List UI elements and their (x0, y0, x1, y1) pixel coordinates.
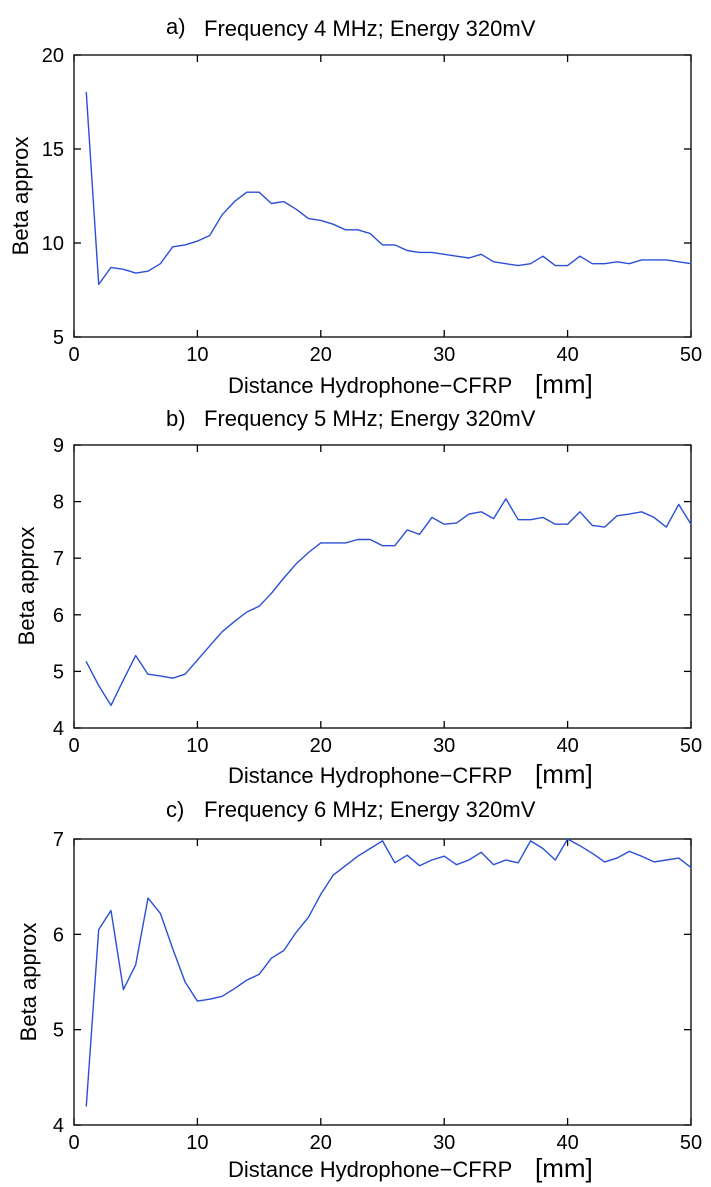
chart-title: Frequency 5 MHz; Energy 320mV (204, 406, 536, 431)
x-tick-label: 30 (433, 735, 455, 757)
x-tick-label: 50 (680, 735, 702, 757)
chart-title-prefix: b) (166, 406, 186, 431)
series-line-0 (85, 498, 692, 707)
x-tick-label: 0 (68, 735, 79, 757)
y-tick-label: 4 (53, 718, 64, 740)
plot-frame (73, 54, 692, 338)
series-line-0 (85, 91, 692, 286)
chart-panel-b: b) Frequency 5 MHz; Energy 320mV Beta ap… (14, 406, 702, 789)
chart-title-prefix: a) (166, 14, 186, 39)
x-axis-label: Distance Hydrophone−CFRP (228, 373, 512, 398)
y-tick-label: 20 (42, 45, 64, 67)
x-tick-label: 40 (556, 735, 578, 757)
x-tick-label: 10 (186, 1132, 208, 1154)
y-axis-label: Beta approx (8, 137, 33, 256)
y-tick-label: 6 (53, 924, 64, 946)
y-tick-label: 7 (53, 548, 64, 570)
chart-panel-c: c) Frequency 6 MHz; Energy 320mV Beta ap… (16, 797, 702, 1183)
x-axis-unit: [mm] (535, 369, 593, 399)
x-axis-label: Distance Hydrophone−CFRP (228, 1157, 512, 1182)
y-tick-label: 7 (53, 829, 64, 851)
y-tick-label: 5 (53, 1020, 64, 1042)
x-axis-unit: [mm] (535, 1153, 593, 1183)
x-axis-label: Distance Hydrophone−CFRP (228, 763, 512, 788)
x-tick-label: 40 (556, 1132, 578, 1154)
y-tick-label: 10 (42, 233, 64, 255)
y-tick-label: 5 (53, 661, 64, 683)
y-tick-label: 5 (53, 327, 64, 349)
chart-title-prefix: c) (166, 797, 184, 822)
y-tick-label: 15 (42, 139, 64, 161)
x-tick-label: 10 (186, 344, 208, 366)
y-tick-label: 9 (53, 435, 64, 457)
plot-frame (73, 838, 692, 1126)
chart-title: Frequency 4 MHz; Energy 320mV (204, 16, 536, 41)
x-tick-label: 20 (310, 735, 332, 757)
y-tick-label: 6 (53, 605, 64, 627)
y-axis-label: Beta approx (16, 923, 41, 1042)
chart-panel-a: a) Frequency 4 MHz; Energy 320mV Beta ap… (8, 14, 702, 399)
x-tick-label: 30 (433, 344, 455, 366)
x-axis-unit: [mm] (535, 759, 593, 789)
x-tick-label: 50 (680, 1132, 702, 1154)
x-tick-label: 40 (556, 344, 578, 366)
x-tick-label: 0 (68, 1132, 79, 1154)
chart-title: Frequency 6 MHz; Energy 320mV (204, 797, 536, 822)
y-tick-label: 4 (53, 1115, 64, 1137)
x-tick-label: 10 (186, 735, 208, 757)
x-tick-label: 20 (310, 1132, 332, 1154)
x-tick-label: 0 (68, 344, 79, 366)
x-tick-label: 50 (680, 344, 702, 366)
y-axis-label: Beta approx (14, 527, 39, 646)
x-tick-label: 30 (433, 1132, 455, 1154)
x-tick-label: 20 (310, 344, 332, 366)
series-line-0 (85, 838, 692, 1107)
plot-frame (73, 444, 692, 729)
y-tick-label: 8 (53, 492, 64, 514)
